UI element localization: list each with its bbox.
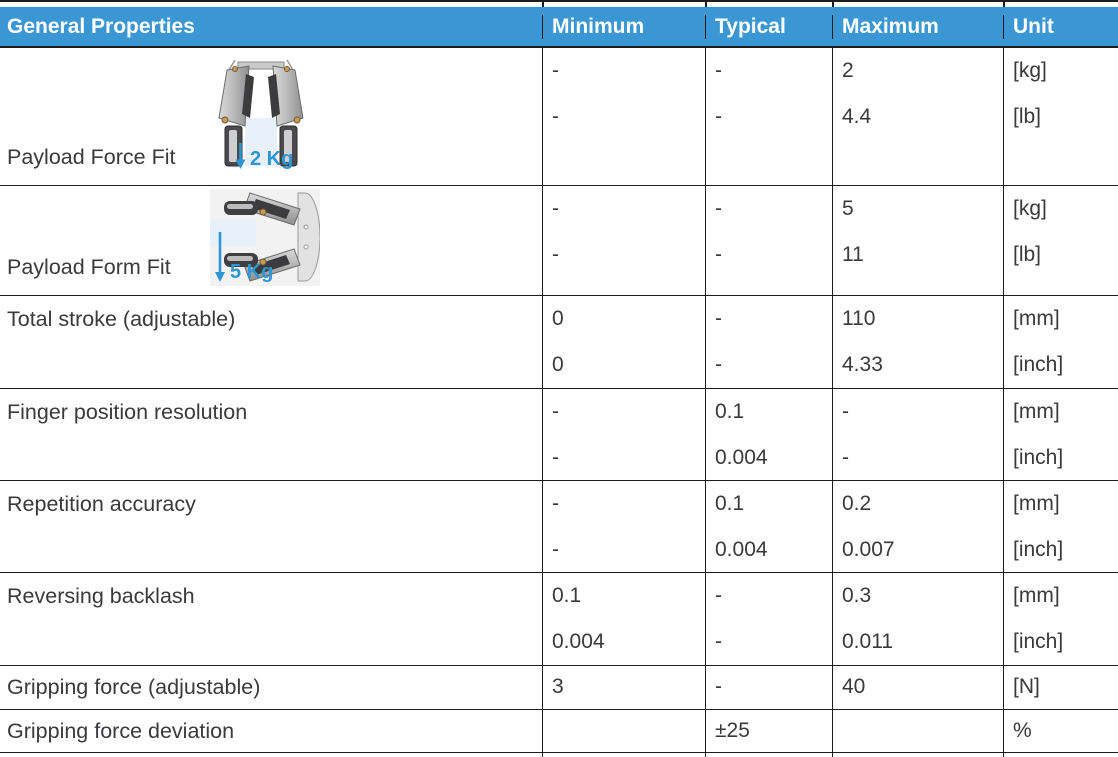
top-border-line bbox=[0, 0, 1118, 2]
property-label: Reversing backlash bbox=[7, 584, 195, 608]
property-label: Payload Force Fit bbox=[7, 145, 176, 169]
unit-cell: [mm] [inch] bbox=[1003, 296, 1118, 388]
unit-cell: [N] bbox=[1003, 666, 1118, 709]
unit-cell: [mm] [inch] bbox=[1003, 481, 1118, 572]
unit-cell: [kg] [lb] bbox=[1003, 186, 1118, 295]
typical-cell: - - bbox=[705, 296, 832, 388]
typical-cell: 0.1 0.004 bbox=[705, 389, 832, 480]
typical-cell: ±25 bbox=[705, 710, 832, 752]
maximum-cell: 5 11 bbox=[832, 186, 1003, 295]
property-label-cell: Reversing backlash bbox=[0, 573, 542, 665]
cropped-next-row bbox=[0, 753, 1118, 757]
table-row-payload-force-fit: 2 Kg Payload Force Fit - - - - 2 4.4 [kg… bbox=[0, 48, 1118, 186]
minimum-cell: - - bbox=[542, 481, 705, 572]
typical-cell: 0.1 0.004 bbox=[705, 481, 832, 572]
minimum-cell: - - bbox=[542, 48, 705, 185]
payload-badge: 2 Kg bbox=[234, 142, 293, 170]
payload-badge: 5 Kg bbox=[213, 231, 273, 283]
table-row-finger-position-resolution: Finger position resolution - - 0.1 0.004… bbox=[0, 389, 1118, 481]
property-label-cell: Total stroke (adjustable) bbox=[0, 296, 542, 388]
column-border-stub bbox=[1003, 0, 1005, 7]
minimum-cell: - - bbox=[542, 186, 705, 295]
table-top-edge bbox=[0, 0, 1118, 7]
minimum-cell bbox=[542, 710, 705, 752]
table-row-gripping-force: Gripping force (adjustable) 3 - 40 [N] bbox=[0, 666, 1118, 710]
property-label: Gripping force deviation bbox=[7, 719, 235, 743]
header-general-properties: General Properties bbox=[7, 14, 195, 38]
property-label: Repetition accuracy bbox=[7, 492, 196, 516]
minimum-cell: - - bbox=[542, 389, 705, 480]
unit-cell: [mm] [inch] bbox=[1003, 573, 1118, 665]
table-row-reversing-backlash: Reversing backlash 0.1 0.004 - - 0.3 0.0… bbox=[0, 573, 1118, 666]
down-arrow-icon bbox=[235, 143, 246, 169]
payload-badge-label: 2 Kg bbox=[250, 148, 294, 170]
header-maximum: Maximum bbox=[832, 14, 1003, 39]
minimum-cell: 0.1 0.004 bbox=[542, 573, 705, 665]
property-label-cell: Gripping force deviation bbox=[0, 710, 542, 752]
header-minimum: Minimum bbox=[542, 14, 705, 39]
property-label-cell: 2 Kg Payload Force Fit bbox=[0, 48, 542, 185]
property-label-cell: Finger position resolution bbox=[0, 389, 542, 480]
table-row-total-stroke: Total stroke (adjustable) 0 0 - - 110 4.… bbox=[0, 296, 1118, 389]
table-header-row: General Properties Minimum Typical Maxim… bbox=[0, 7, 1118, 48]
gripper-form-fit-image bbox=[210, 189, 320, 286]
minimum-cell: 0 0 bbox=[542, 296, 705, 388]
unit-cell: [mm] [inch] bbox=[1003, 389, 1118, 480]
table-row-gripping-force-deviation: Gripping force deviation ±25 % bbox=[0, 710, 1118, 753]
table-row-repetition-accuracy: Repetition accuracy - - 0.1 0.004 0.2 0.… bbox=[0, 481, 1118, 573]
column-border-stub bbox=[705, 0, 707, 7]
header-typical: Typical bbox=[705, 14, 832, 39]
maximum-cell: - - bbox=[832, 389, 1003, 480]
unit-cell: [kg] [lb] bbox=[1003, 48, 1118, 185]
minimum-cell: 3 bbox=[542, 666, 705, 709]
column-border-stub bbox=[832, 0, 834, 7]
unit-cell: % bbox=[1003, 710, 1118, 752]
maximum-cell bbox=[832, 710, 1003, 752]
typical-cell: - bbox=[705, 666, 832, 709]
gripper-force-fit-image bbox=[218, 59, 304, 167]
maximum-cell: 0.3 0.011 bbox=[832, 573, 1003, 665]
property-label-cell: Repetition accuracy bbox=[0, 481, 542, 572]
header-unit: Unit bbox=[1003, 14, 1118, 39]
property-label: Gripping force (adjustable) bbox=[7, 675, 261, 699]
table-row-payload-form-fit: 5 Kg Payload Form Fit - - - - 5 11 [kg] … bbox=[0, 186, 1118, 296]
property-label-cell: 5 Kg Payload Form Fit bbox=[0, 186, 542, 295]
maximum-cell: 40 bbox=[832, 666, 1003, 709]
typical-cell: - - bbox=[705, 186, 832, 295]
down-arrow-icon bbox=[215, 232, 225, 282]
payload-badge-label: 5 Kg bbox=[230, 261, 274, 283]
maximum-cell: 0.2 0.007 bbox=[832, 481, 1003, 572]
typical-cell: - - bbox=[705, 573, 832, 665]
typical-cell: - - bbox=[705, 48, 832, 185]
maximum-cell: 110 4.33 bbox=[832, 296, 1003, 388]
property-label: Payload Form Fit bbox=[7, 255, 171, 279]
property-label-cell: Gripping force (adjustable) bbox=[0, 666, 542, 709]
property-label: Finger position resolution bbox=[7, 400, 248, 424]
column-border-stub bbox=[542, 0, 544, 7]
maximum-cell: 2 4.4 bbox=[832, 48, 1003, 185]
property-label: Total stroke (adjustable) bbox=[7, 307, 236, 331]
